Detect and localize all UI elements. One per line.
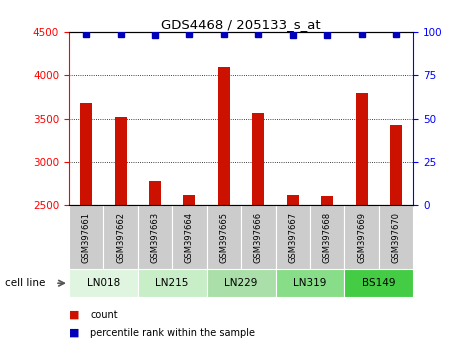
Text: GSM397667: GSM397667 [288, 212, 297, 263]
Text: LN215: LN215 [155, 278, 189, 288]
Text: LN319: LN319 [293, 278, 327, 288]
Bar [183, 195, 195, 205]
Bar [252, 113, 264, 205]
Text: GSM397668: GSM397668 [323, 212, 332, 263]
Text: GSM397664: GSM397664 [185, 212, 194, 263]
Bar [207, 269, 276, 297]
Bar [138, 205, 172, 269]
Bar [138, 269, 207, 297]
Bar [69, 269, 138, 297]
Text: ■: ■ [69, 328, 79, 338]
Bar [276, 205, 310, 269]
Bar [172, 205, 207, 269]
Title: GDS4468 / 205133_s_at: GDS4468 / 205133_s_at [161, 18, 321, 31]
Text: GSM397670: GSM397670 [391, 212, 400, 263]
Text: ■: ■ [69, 310, 79, 320]
Text: cell line: cell line [5, 278, 45, 288]
Text: GSM397663: GSM397663 [151, 212, 160, 263]
Bar [321, 196, 333, 205]
Bar [344, 269, 413, 297]
Bar [287, 195, 299, 205]
Text: GSM397666: GSM397666 [254, 212, 263, 263]
Bar [241, 205, 276, 269]
Bar [390, 125, 402, 205]
Bar [104, 205, 138, 269]
Text: GSM397661: GSM397661 [82, 212, 91, 263]
Bar [149, 181, 161, 205]
Bar [80, 103, 92, 205]
Text: GSM397665: GSM397665 [219, 212, 228, 263]
Bar [69, 205, 104, 269]
Bar [310, 205, 344, 269]
Text: LN018: LN018 [86, 278, 120, 288]
Bar [207, 205, 241, 269]
Bar [276, 269, 344, 297]
Text: GSM397662: GSM397662 [116, 212, 125, 263]
Text: BS149: BS149 [362, 278, 396, 288]
Bar [379, 205, 413, 269]
Text: LN229: LN229 [224, 278, 258, 288]
Bar [114, 117, 126, 205]
Text: GSM397669: GSM397669 [357, 212, 366, 263]
Bar [356, 93, 368, 205]
Text: count: count [90, 310, 118, 320]
Bar [344, 205, 379, 269]
Text: percentile rank within the sample: percentile rank within the sample [90, 328, 255, 338]
Bar [218, 67, 230, 205]
